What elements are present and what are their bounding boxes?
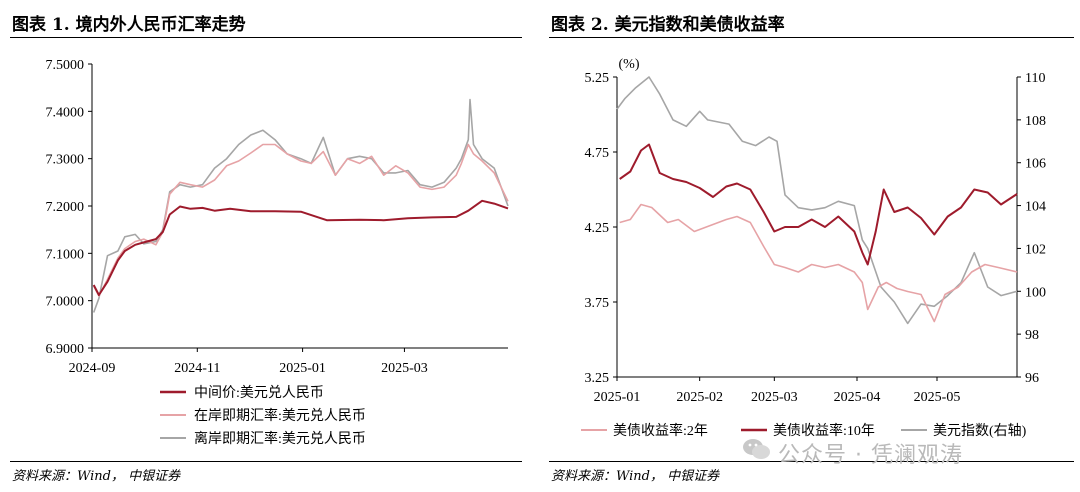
y-tick-label: 7.0000 xyxy=(46,295,85,310)
y-tick-label: 7.3000 xyxy=(46,153,85,168)
legend-label: 离岸即期汇率:美元兑人民币 xyxy=(194,430,366,447)
legend-label: 中间价:美元兑人民币 xyxy=(194,385,324,401)
y2-tick-label: 100 xyxy=(1025,285,1046,300)
left-chart-panel: 图表 1. 境内外人民币汇率走势 6.9000 7.0000 7.1000 7.200… xyxy=(0,0,530,492)
series-line-1 xyxy=(619,203,1018,323)
left-source-rule xyxy=(10,461,522,462)
right-chart-panel: 图表 2. 美元指数和美债收益率 (%) 3.25 3.75 4.25 4.75 5.25… xyxy=(545,0,1080,492)
left-line-chart: 6.9000 7.0000 7.1000 7.2000 7.3000 7.4000 7.50… xyxy=(46,58,509,447)
series-line-2 xyxy=(92,143,509,297)
y-tick-label: 7.5000 xyxy=(46,58,85,73)
y2-tick-label: 110 xyxy=(1025,71,1045,86)
series-line-3 xyxy=(616,76,1018,325)
y2-tick-label: 102 xyxy=(1025,242,1046,257)
wechat-icon xyxy=(743,439,770,459)
x-tick-label: 2025-04 xyxy=(834,390,881,405)
y2-tick-label: 96 xyxy=(1025,371,1039,386)
legend-label: 美债收益率:2年 xyxy=(613,422,708,439)
y-tick-label: 6.9000 xyxy=(46,342,85,357)
left-chart-title: 图表 1. 境内外人民币汇率走势 xyxy=(12,15,246,35)
x-tick-label: 2025-01 xyxy=(279,361,326,376)
y-tick-label: 7.2000 xyxy=(46,200,85,215)
series-line-3 xyxy=(92,98,509,313)
y-tick-label: 7.1000 xyxy=(46,247,85,262)
series-line-2 xyxy=(619,143,1018,266)
left-title-rule xyxy=(10,37,522,38)
y-tick-label: 5.25 xyxy=(585,71,610,86)
y-unit-label: (%) xyxy=(619,57,640,72)
left-source-note: 资料来源：Wind， 中银证券 xyxy=(12,469,181,484)
watermark-text: 公众号 · 凭澜观涛 xyxy=(778,443,963,468)
x-tick-label: 2025-03 xyxy=(751,390,798,405)
legend-label: 美债收益率:10年 xyxy=(773,422,875,439)
legend-label: 美元指数(右轴) xyxy=(933,423,1027,439)
right-source-note: 资料来源：Wind， 中银证券 xyxy=(551,469,720,484)
y2-tick-label: 98 xyxy=(1025,328,1039,343)
y-tick-label: 4.25 xyxy=(585,221,610,236)
right-title-rule xyxy=(549,37,1074,38)
x-tick-label: 2025-03 xyxy=(381,361,428,376)
legend-label: 在岸即期汇率:美元兑人民币 xyxy=(194,407,366,424)
y2-tick-label: 104 xyxy=(1025,200,1046,215)
y2-tick-label: 108 xyxy=(1025,114,1046,129)
x-tick-label: 2024-11 xyxy=(174,361,220,376)
right-source-rule xyxy=(549,461,1074,462)
x-tick-label: 2025-05 xyxy=(914,390,961,405)
right-line-chart: (%) 3.25 3.75 4.25 4.75 5.25 96 98 100 102 104 106 1… xyxy=(581,57,1046,439)
y-tick-label: 4.75 xyxy=(585,146,610,161)
series-line-1 xyxy=(92,199,509,296)
y-tick-label: 7.4000 xyxy=(46,105,85,120)
x-tick-label: 2024-09 xyxy=(69,361,116,376)
right-chart-title: 图表 2. 美元指数和美债收益率 xyxy=(551,15,785,35)
x-tick-label: 2025-02 xyxy=(676,390,723,405)
y-tick-label: 3.25 xyxy=(585,371,610,386)
x-tick-label: 2025-01 xyxy=(594,390,641,405)
y-tick-label: 3.75 xyxy=(585,296,610,311)
y2-tick-label: 106 xyxy=(1025,157,1046,172)
